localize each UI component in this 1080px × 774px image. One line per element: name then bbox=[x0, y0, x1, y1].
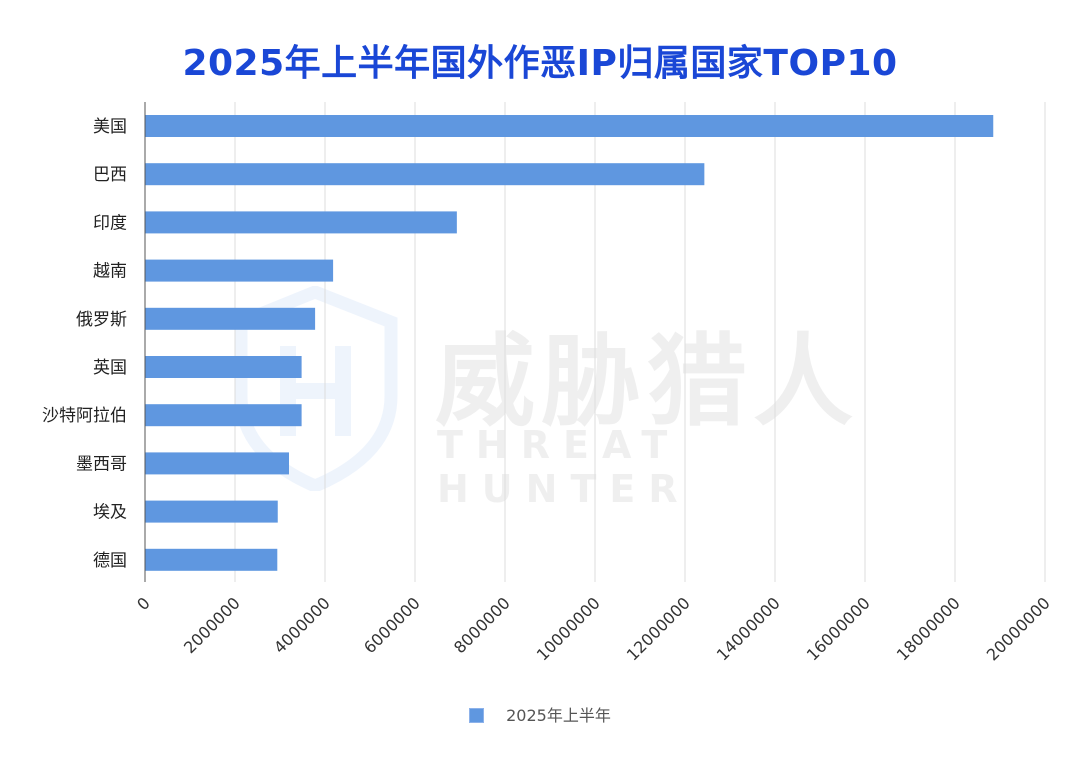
category-label: 美国 bbox=[93, 117, 127, 137]
legend-label: 2025年上半年 bbox=[506, 706, 611, 725]
category-label: 沙特阿拉伯 bbox=[42, 406, 127, 426]
x-tick-labels: 0 2000000 4000000 6000000 8000000 10000000 120… bbox=[133, 593, 1054, 664]
x-tick-label: 10000000 bbox=[533, 593, 604, 664]
bar bbox=[145, 500, 278, 523]
bar bbox=[145, 259, 334, 282]
bar bbox=[145, 211, 457, 234]
bar bbox=[145, 115, 994, 137]
x-tick-label: 20000000 bbox=[983, 593, 1054, 664]
category-label: 俄罗斯 bbox=[76, 310, 127, 330]
x-tick-label: 14000000 bbox=[713, 593, 784, 664]
category-label: 德国 bbox=[93, 551, 127, 571]
x-tick-label: 6000000 bbox=[360, 593, 424, 657]
bar bbox=[145, 307, 316, 330]
bar bbox=[145, 404, 302, 427]
bars bbox=[145, 115, 994, 571]
x-tick-label: 8000000 bbox=[450, 593, 514, 657]
x-tick-label: 12000000 bbox=[623, 593, 694, 664]
category-label: 越南 bbox=[93, 262, 127, 282]
x-tick-label: 2000000 bbox=[180, 593, 244, 657]
category-label: 墨西哥 bbox=[76, 454, 127, 474]
legend: 2025年上半年 bbox=[0, 702, 1080, 726]
category-label: 印度 bbox=[93, 213, 127, 233]
category-label: 巴西 bbox=[93, 165, 127, 185]
bar bbox=[145, 163, 705, 186]
bar bbox=[145, 452, 289, 475]
x-tick-label: 4000000 bbox=[270, 593, 334, 657]
legend-swatch bbox=[469, 708, 485, 723]
category-label: 英国 bbox=[93, 358, 127, 378]
x-tick-label: 16000000 bbox=[803, 593, 874, 664]
chart-title: 2025年上半年国外作恶IP归属国家TOP10 bbox=[182, 43, 898, 84]
bar bbox=[145, 356, 302, 378]
category-label: 埃及 bbox=[93, 503, 127, 523]
x-tick-label: 18000000 bbox=[893, 593, 964, 664]
bar bbox=[145, 548, 278, 571]
x-tick-label: 0 bbox=[133, 593, 154, 614]
